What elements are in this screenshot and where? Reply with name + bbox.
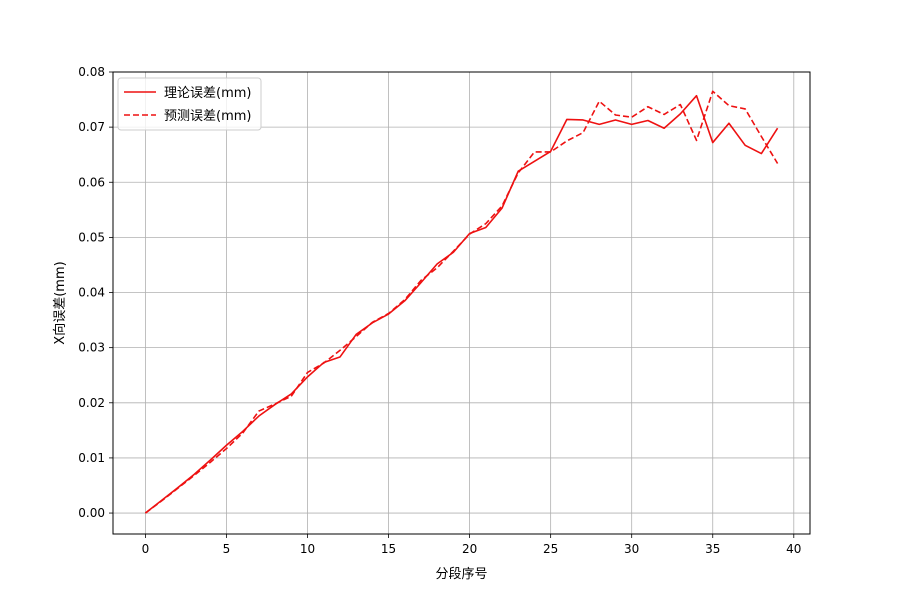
- x-tick-label: 30: [624, 542, 639, 556]
- x-tick-label: 20: [462, 542, 477, 556]
- y-axis-title: X向误差(mm): [52, 261, 68, 344]
- y-tick-label: 0.03: [78, 341, 105, 355]
- series-line-theoretical: [144, 94, 779, 514]
- legend-label-predicted: 预测误差(mm): [164, 109, 251, 124]
- x-tick-label: 15: [381, 542, 396, 556]
- y-tick-label: 0.02: [78, 396, 105, 410]
- y-tick-label: 0.06: [78, 175, 105, 189]
- x-axis-ticks: 0 5 10 15 20 25 30 35 40: [142, 534, 801, 556]
- x-axis-title: 分段序号: [435, 567, 487, 582]
- series-lines: [144, 90, 779, 514]
- x-tick-label: 40: [786, 542, 801, 556]
- plot-frame: [112, 71, 811, 535]
- y-axis-ticks: 0.00 0.01 0.02 0.03 0.04 0.05 0.06 0.07 0.08: [78, 65, 113, 520]
- y-tick-label: 0.05: [78, 230, 105, 244]
- series-line-predicted: [144, 90, 779, 514]
- legend-box: [117, 77, 262, 131]
- x-tick-label: 10: [300, 542, 315, 556]
- x-tick-label: 35: [705, 542, 720, 556]
- y-tick-label: 0.01: [78, 451, 105, 465]
- y-tick-label: 0.00: [78, 506, 105, 520]
- y-tick-label: 0.08: [78, 65, 105, 79]
- x-tick-label: 0: [142, 542, 150, 556]
- grid-lines: [113, 71, 810, 534]
- y-tick-label: 0.07: [78, 120, 105, 134]
- legend-label-theoretical: 理论误差(mm): [164, 86, 251, 101]
- legend: 理论误差(mm) 预测误差(mm): [117, 77, 262, 131]
- y-tick-label: 0.04: [78, 286, 105, 300]
- x-tick-label: 25: [543, 542, 558, 556]
- x-tick-label: 5: [223, 542, 231, 556]
